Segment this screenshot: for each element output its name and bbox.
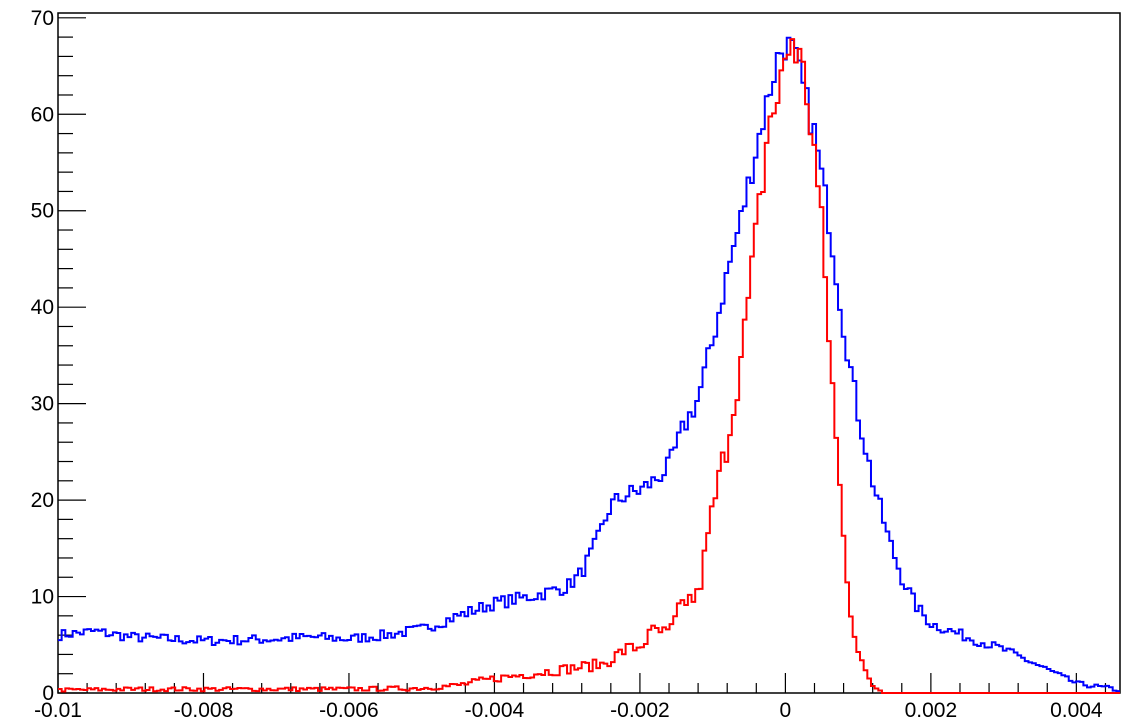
y-tick-label: 20 bbox=[31, 489, 54, 512]
series-layer bbox=[58, 36, 1120, 694]
x-tick-label: -0.006 bbox=[319, 699, 379, 722]
x-tick-label: -0.002 bbox=[610, 699, 670, 722]
y-tick-label: 60 bbox=[31, 103, 54, 126]
x-tick-label: -0.01 bbox=[34, 699, 82, 722]
y-tick-label: 10 bbox=[31, 586, 54, 609]
x-tick-label: 0.004 bbox=[1050, 699, 1103, 722]
y-tick-label: 30 bbox=[31, 393, 54, 416]
x-tick-label: 0.002 bbox=[905, 699, 958, 722]
plot-frame bbox=[57, 12, 1121, 694]
x-tick-label: -0.008 bbox=[174, 699, 234, 722]
x-tick-labels: -0.01 -0.008 -0.006 -0.004 -0.002 0 0.002 0.004 bbox=[34, 699, 1103, 722]
y-tick-label: 40 bbox=[31, 296, 54, 319]
y-tick-label: 0 bbox=[42, 682, 54, 705]
y-tick-label: 50 bbox=[31, 200, 54, 223]
y-tick-labels: 0 10 20 30 40 50 60 70 bbox=[31, 7, 54, 705]
red-series-line bbox=[58, 38, 1120, 694]
y-tick-label: 70 bbox=[31, 7, 54, 30]
x-tick-label: -0.004 bbox=[465, 699, 525, 722]
x-tick-label: 0 bbox=[780, 699, 792, 722]
blue-series-line bbox=[58, 36, 1120, 693]
